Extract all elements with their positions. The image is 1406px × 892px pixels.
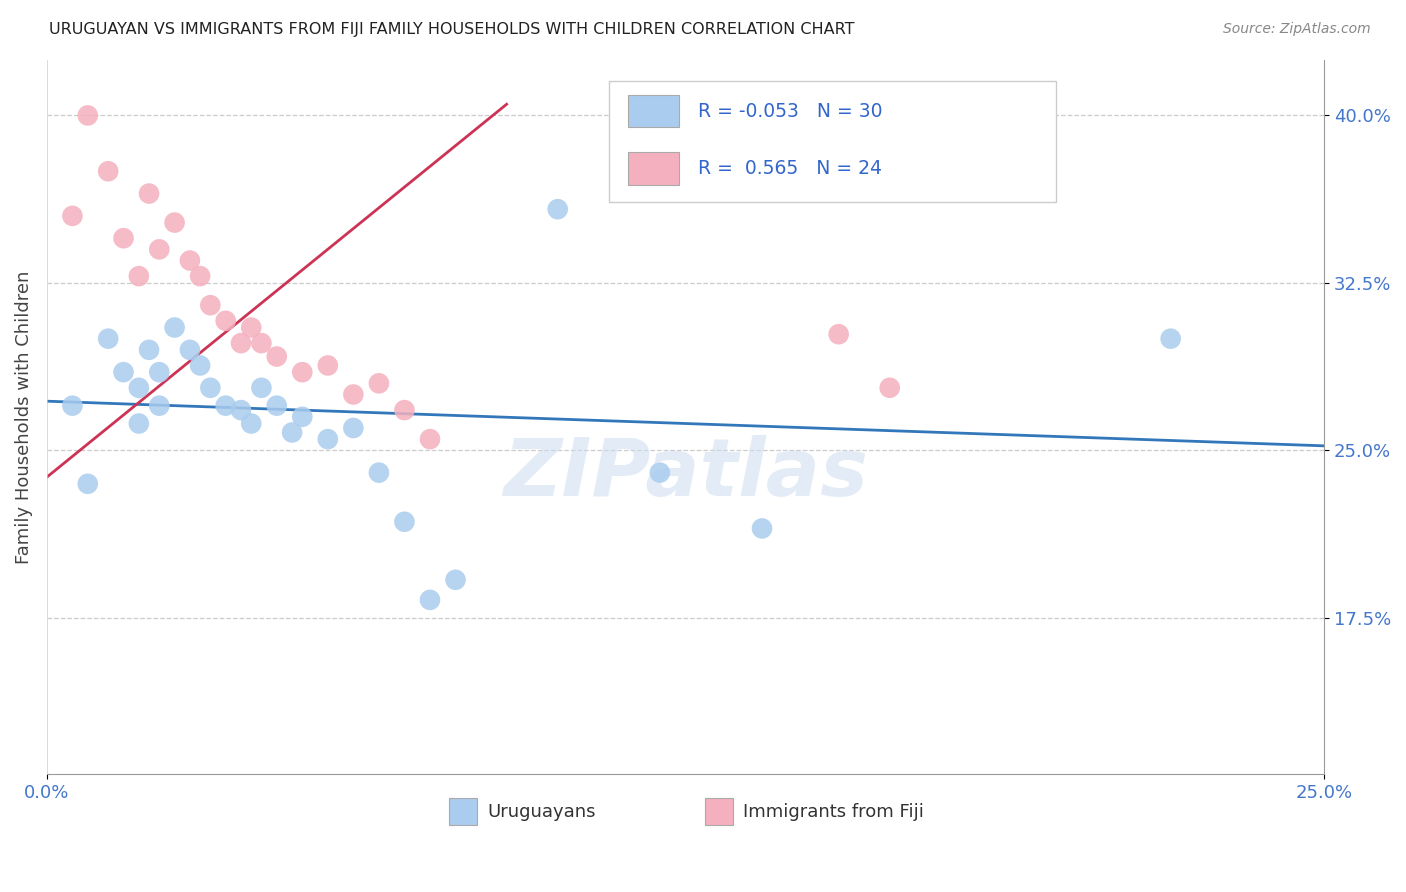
Point [215, 314, 238, 328]
Point [240, 417, 263, 431]
Point [179, 253, 201, 268]
Point [97, 164, 120, 178]
Text: Source: ZipAtlas.com: Source: ZipAtlas.com [1223, 22, 1371, 37]
Point [128, 417, 150, 431]
Point [266, 350, 288, 364]
Point [827, 327, 849, 342]
Point [179, 343, 201, 357]
Point [316, 432, 339, 446]
Point [419, 593, 441, 607]
Point [112, 231, 135, 245]
Point [148, 399, 170, 413]
Point [163, 216, 186, 230]
Point [148, 365, 170, 379]
Point [547, 202, 569, 217]
Point [342, 387, 364, 401]
Point [367, 466, 389, 480]
Point [648, 466, 671, 480]
Point [163, 320, 186, 334]
Text: Immigrants from Fiji: Immigrants from Fiji [742, 803, 924, 821]
Text: URUGUAYAN VS IMMIGRANTS FROM FIJI FAMILY HOUSEHOLDS WITH CHILDREN CORRELATION CH: URUGUAYAN VS IMMIGRANTS FROM FIJI FAMILY… [49, 22, 855, 37]
Y-axis label: Family Households with Children: Family Households with Children [15, 270, 32, 564]
Point [200, 298, 222, 312]
Point [188, 269, 211, 284]
Point [342, 421, 364, 435]
Point [138, 186, 160, 201]
Point [419, 432, 441, 446]
Point [250, 336, 273, 351]
Point [444, 573, 467, 587]
Point [240, 320, 263, 334]
Point [879, 381, 901, 395]
Point [188, 359, 211, 373]
Text: ZIPatlas: ZIPatlas [503, 435, 868, 513]
Point [148, 243, 170, 257]
Point [62, 209, 84, 223]
Point [76, 476, 98, 491]
FancyBboxPatch shape [628, 153, 679, 185]
Point [62, 399, 84, 413]
Point [281, 425, 304, 440]
Point [394, 515, 416, 529]
Point [215, 399, 238, 413]
Point [229, 336, 252, 351]
Point [76, 108, 98, 122]
Point [200, 381, 222, 395]
Point [128, 381, 150, 395]
Point [1160, 332, 1182, 346]
FancyBboxPatch shape [628, 95, 679, 128]
Point [112, 365, 135, 379]
Text: Uruguayans: Uruguayans [488, 803, 596, 821]
Point [291, 365, 314, 379]
Point [316, 359, 339, 373]
Point [97, 332, 120, 346]
Point [229, 403, 252, 417]
Point [128, 269, 150, 284]
Text: R = -0.053   N = 30: R = -0.053 N = 30 [699, 103, 883, 121]
Point [367, 376, 389, 391]
Point [394, 403, 416, 417]
Point [138, 343, 160, 357]
FancyBboxPatch shape [704, 798, 733, 825]
Point [266, 399, 288, 413]
Text: R =  0.565   N = 24: R = 0.565 N = 24 [699, 160, 882, 178]
FancyBboxPatch shape [449, 798, 477, 825]
Point [250, 381, 273, 395]
Point [751, 521, 773, 535]
Point [291, 409, 314, 424]
FancyBboxPatch shape [609, 81, 1056, 202]
